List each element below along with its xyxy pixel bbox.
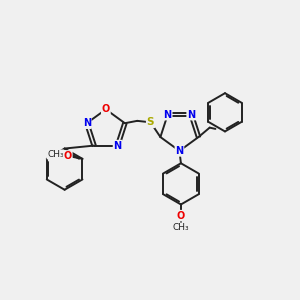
Text: N: N — [164, 110, 172, 120]
Text: N: N — [187, 110, 195, 120]
Text: O: O — [177, 211, 185, 221]
Text: CH₃: CH₃ — [47, 150, 64, 159]
Text: N: N — [83, 118, 91, 128]
Text: CH₃: CH₃ — [172, 223, 189, 232]
Text: N: N — [113, 141, 122, 151]
Text: N: N — [176, 146, 184, 156]
Text: O: O — [102, 104, 110, 114]
Text: O: O — [64, 151, 72, 161]
Text: S: S — [147, 117, 154, 127]
